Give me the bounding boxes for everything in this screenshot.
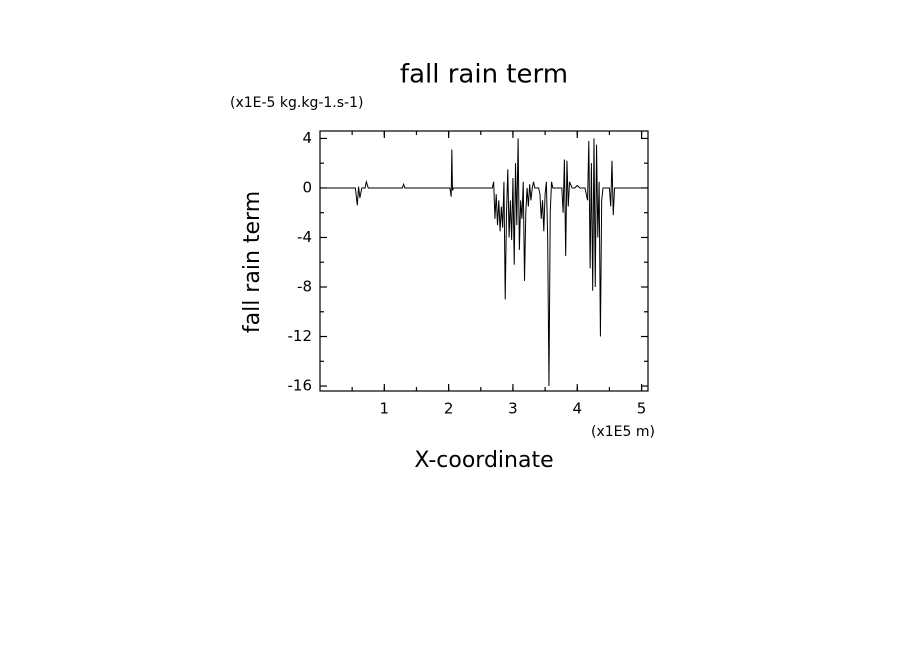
y-tick-label: -4 — [297, 228, 312, 246]
y-tick-label: -8 — [297, 278, 312, 296]
chart-title: fall rain term — [400, 60, 568, 90]
x-tick-label: 2 — [444, 400, 454, 418]
x-tick-label: 1 — [380, 400, 390, 418]
y-units: (x1E-5 kg.kg-1.s-1) — [230, 95, 363, 111]
y-tick-label: 0 — [302, 178, 312, 196]
x-tick-label: 3 — [508, 400, 518, 418]
x-tick-label: 4 — [572, 400, 582, 418]
y-tick-label: -12 — [288, 327, 313, 345]
data-line — [320, 138, 648, 387]
x-axis-label: X-coordinate — [414, 448, 553, 473]
x-units: (x1E5 m) — [591, 424, 655, 440]
plot-frame — [319, 130, 649, 392]
y-axis-label: fall rain term — [240, 191, 265, 333]
y-tick-label: -16 — [288, 377, 313, 395]
y-tick-label: 4 — [302, 129, 312, 147]
x-tick-label: 5 — [637, 400, 647, 418]
